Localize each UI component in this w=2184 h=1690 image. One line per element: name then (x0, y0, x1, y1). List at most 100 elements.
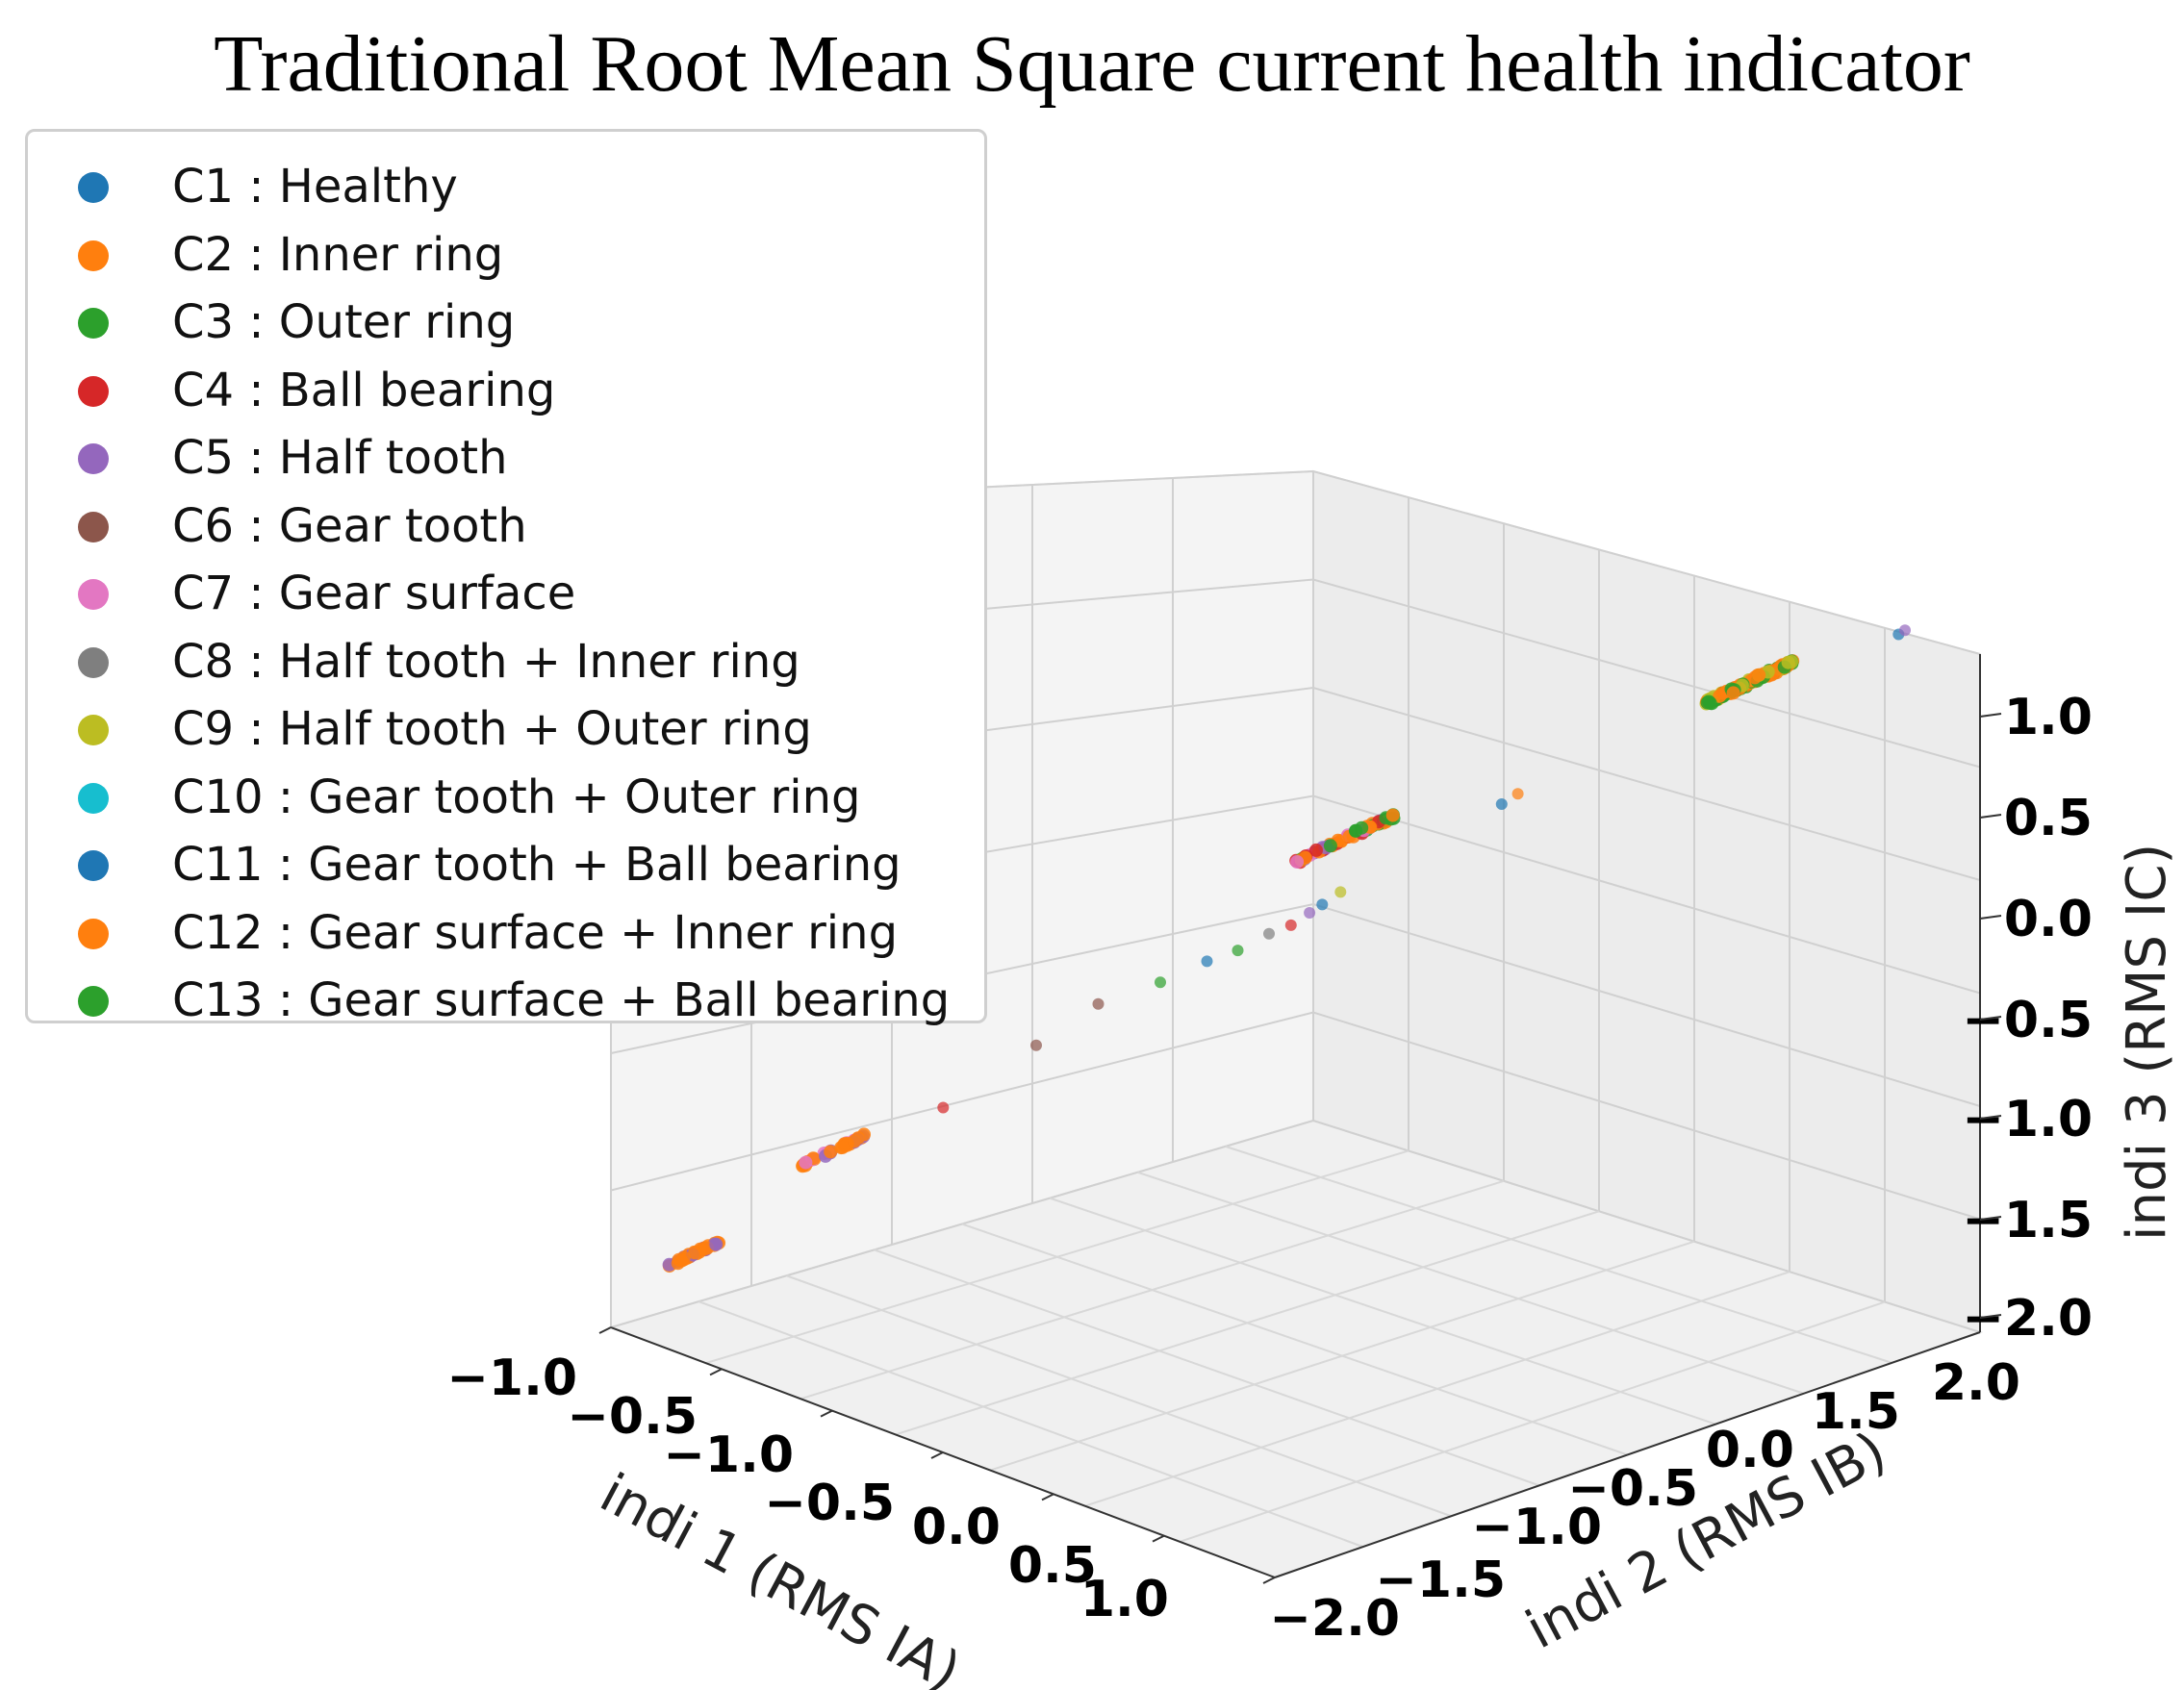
data-point (674, 1253, 689, 1268)
data-point (1304, 907, 1316, 919)
legend-label: C9 : Half tooth + Outer ring (172, 702, 812, 756)
y-tick-label: 1.5 (1812, 1383, 1900, 1441)
x-tick-mark (820, 1409, 833, 1418)
data-point (1495, 798, 1508, 810)
legend-item: C8 : Half tooth + Inner ring (28, 628, 984, 689)
x-tick-label: −1.0 (663, 1426, 794, 1484)
z-tick-mark (1979, 814, 2002, 819)
z-tick-mark (1979, 1314, 2002, 1319)
data-point (1030, 1039, 1042, 1051)
z-tick-label: −1.5 (1962, 1192, 2093, 1249)
legend-marker (78, 579, 109, 610)
legend-item: C6 : Gear tooth (28, 492, 984, 553)
x-tick-mark (930, 1451, 944, 1459)
data-point (799, 1155, 813, 1170)
x-tick-label: −1.0 (446, 1349, 577, 1407)
legend-item: C1 : Healthy (28, 153, 984, 214)
x-tick-label: 0.5 (1008, 1537, 1097, 1595)
legend-label: C2 : Inner ring (172, 227, 504, 282)
legend-item: C12 : Gear surface + Inner ring (28, 899, 984, 960)
data-point (1752, 668, 1766, 682)
legend: C1 : Healthy C2 : Inner ring C3 : Outer ri… (25, 129, 987, 1027)
legend-label: C7 : Gear surface (172, 567, 576, 620)
y-axis-line (1274, 1331, 1981, 1578)
data-point (1899, 624, 1911, 637)
grid-line (610, 1119, 1981, 1333)
z-tick-mark (1979, 915, 2002, 920)
data-point (1700, 695, 1714, 710)
legend-marker (78, 850, 109, 881)
legend-label: C11 : Gear tooth + Ball bearing (172, 838, 902, 892)
z-tick-label: −1.0 (1962, 1091, 2093, 1148)
legend-label: C12 : Gear surface + Inner ring (172, 905, 899, 960)
z-axis-label: indi 3 (RMS IC) (2116, 844, 2178, 1241)
data-point (1726, 686, 1740, 700)
legend-item: C13 : Gear surface + Ball bearing (28, 967, 984, 1027)
data-point (688, 1246, 702, 1260)
legend-item: C10 : Gear tooth + Outer ring (28, 764, 984, 824)
legend-item: C4 : Ball bearing (28, 357, 984, 417)
y-tick-label: 0.0 (1706, 1422, 1794, 1479)
x-tick-label: 1.0 (1080, 1571, 1169, 1628)
legend-marker (78, 986, 109, 1017)
x-tick-mark (1262, 1576, 1276, 1584)
data-point (1713, 689, 1727, 703)
legend-item: C5 : Half tooth (28, 424, 984, 485)
legend-marker (78, 172, 109, 203)
legend-label: C1 : Healthy (172, 160, 458, 214)
x-tick-label: −0.5 (764, 1475, 895, 1532)
x-tick-label: −0.5 (567, 1388, 698, 1446)
grid-line (698, 1300, 1363, 1549)
x-tick-label: 0.0 (912, 1499, 1001, 1556)
data-point (1284, 919, 1297, 931)
legend-marker (78, 715, 109, 745)
legend-marker (78, 308, 109, 339)
x-tick-mark (598, 1326, 612, 1334)
legend-marker (78, 782, 109, 814)
data-point (1232, 945, 1244, 957)
legend-label: C8 : Half tooth + Inner ring (172, 634, 800, 689)
legend-item: C7 : Gear surface (28, 560, 984, 620)
z-tick-label: −2.0 (1962, 1290, 2093, 1348)
z-tick-label: 0.5 (2004, 790, 2093, 847)
z-tick-mark (1979, 1216, 2002, 1221)
data-point (824, 1145, 838, 1159)
legend-marker (78, 375, 109, 407)
legend-label: C6 : Gear tooth (172, 498, 527, 553)
legend-item: C3 : Outer ring (28, 289, 984, 349)
y-tick-label: −2.0 (1269, 1590, 1400, 1648)
grid-line (610, 1011, 1981, 1221)
data-point (1092, 997, 1105, 1010)
legend-marker (78, 918, 109, 949)
grid-line (961, 1223, 1628, 1456)
y-tick-label: −1.0 (1471, 1499, 1602, 1556)
legend-label: C10 : Gear tooth + Outer ring (172, 769, 861, 824)
x-tick-mark (709, 1368, 723, 1376)
data-point (1316, 898, 1329, 911)
axes-ticks: −1.0−0.5−1.0−0.5 0.00.51.0 −2.0−1.5−1.0−0.… (446, 654, 2093, 1648)
grid-line (1049, 1197, 1716, 1425)
y-tick-label: −0.5 (1567, 1460, 1698, 1518)
data-point (1385, 808, 1400, 822)
data-point (1323, 839, 1337, 853)
x-tick-mark (1152, 1534, 1165, 1543)
legend-marker (78, 646, 109, 678)
z-tick-mark (1979, 713, 2002, 718)
grid-line (786, 1274, 1452, 1518)
z-tick-mark (1979, 1115, 2002, 1120)
data-point (1781, 655, 1795, 669)
legend-label: C4 : Ball bearing (172, 363, 556, 417)
legend-marker (78, 240, 109, 271)
data-point (835, 1140, 850, 1154)
grid-line (874, 1249, 1540, 1487)
data-point (1290, 855, 1305, 869)
legend-item: C2 : Inner ring (28, 221, 984, 282)
x-tick-mark (1041, 1493, 1054, 1501)
data-point (1511, 788, 1524, 800)
z-tick-label: −0.5 (1962, 992, 2093, 1049)
z-tick-label: 1.0 (2004, 689, 2093, 746)
legend-label: C3 : Outer ring (172, 295, 516, 349)
legend-marker (78, 443, 109, 474)
y-tick-label: −1.5 (1375, 1551, 1506, 1609)
grid-line (1225, 1145, 1892, 1364)
